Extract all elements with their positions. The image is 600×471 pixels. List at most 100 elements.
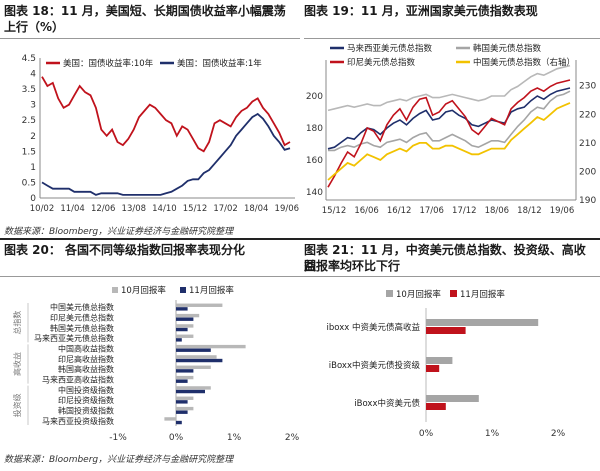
group-label: 投资级 <box>12 393 22 417</box>
bar <box>426 357 453 364</box>
bar <box>426 403 446 410</box>
category-label: 印尼美元债总指数 <box>50 313 114 323</box>
chart21-title-line1: 图表 21：11 月，中资美元债总指数、投资级、高收益 <box>304 243 586 273</box>
series-line-2 <box>328 90 571 152</box>
chart21-title-line2: 回报率均环比下行 <box>304 259 401 273</box>
category-label: 中国高收益指数 <box>58 344 114 354</box>
bar <box>176 334 194 338</box>
category-label: iboxx 中资美元债高收益 <box>327 322 421 333</box>
bar <box>426 327 466 334</box>
x-tick-label: 0% <box>169 433 184 443</box>
y-tick-label: 0 <box>30 194 36 204</box>
series-line-5 <box>327 64 571 112</box>
bar <box>176 307 188 311</box>
bar <box>176 420 182 425</box>
y-tick-label: 3 <box>30 101 36 111</box>
series-line-3 <box>327 79 571 188</box>
series-line-4 <box>327 102 571 181</box>
bar <box>176 348 211 352</box>
category-label: 马来西亚高收益指数 <box>42 375 114 385</box>
bar <box>176 410 188 414</box>
category-label: 印尼高收益指数 <box>58 354 114 364</box>
category-label: 中国美元债总指数 <box>50 302 114 312</box>
y-left-tick-label: 160 <box>306 156 323 166</box>
legend-label: 美国：国债收益率:1年 <box>177 58 262 69</box>
y-right-tick-label: 220 <box>579 110 596 120</box>
legend-swatch <box>180 287 186 293</box>
category-label: 韩国高收益指数 <box>58 364 114 374</box>
x-tick-label: 17/06 <box>419 206 444 216</box>
bar <box>176 406 194 411</box>
category-label: 韩国美元债总指数 <box>50 323 114 333</box>
x-tick-label: 2% <box>285 433 300 443</box>
divider <box>0 276 600 277</box>
legend-label: 美国：国债收益率:10年 <box>63 58 154 69</box>
x-tick-label: 15/12 <box>322 206 347 216</box>
y-right-tick-label: 210 <box>579 139 596 149</box>
x-tick-label: -1% <box>109 433 127 443</box>
x-tick-label: 18/06 <box>485 206 510 216</box>
y-tick-label: 1.5 <box>22 147 36 157</box>
legend-swatch <box>386 290 393 297</box>
category-label: 韩国投资级指数 <box>58 406 114 416</box>
legend-label: 中国美元债总指数（右轴） <box>473 57 575 68</box>
x-tick-label: 13/08 <box>122 204 147 214</box>
bar <box>164 417 176 421</box>
chart21-china-usd-bond-returns: 10月回报率 11月回报率 iboxx 中资美元债高收益 iBoxx中资美元债投资级 i… <box>327 289 566 439</box>
bar <box>426 365 440 372</box>
x-tick-label: 16/12 <box>387 206 412 216</box>
y-tick-label: 0.5 <box>22 178 36 188</box>
chart19-asia-usd-bond-indices: 140 160 180 200 190 200 210 220 230 15/12 16/06 16/… <box>306 43 597 216</box>
category-label: 中国投资级指数 <box>58 385 114 395</box>
source-note-bottom: 数据来源：Bloomberg，兴业证券经济与金融研究院整理 <box>4 455 234 465</box>
x-tick-label: 2% <box>551 429 566 439</box>
group-label: 总指数 <box>12 311 22 335</box>
x-tick-label: 11/04 <box>60 204 85 214</box>
x-tick-label: 10/02 <box>30 204 55 214</box>
category-label: 印尼投资级指数 <box>58 395 114 405</box>
legend-label: 韩国美元债总指数 <box>473 43 542 54</box>
y-left-tick-label: 200 <box>306 92 323 102</box>
y-tick-label: 4 <box>30 70 36 80</box>
y-right-tick-label: 230 <box>579 82 596 92</box>
x-tick-label: 18/04 <box>244 204 269 214</box>
legend-label: 10月回报率 <box>396 289 441 300</box>
bar <box>176 358 223 363</box>
x-tick-label: 19/06 <box>550 206 575 216</box>
group-label: 高收益 <box>12 352 22 376</box>
y-tick-label: 4.5 <box>22 54 36 64</box>
y-tick-label: 2.5 <box>22 116 36 126</box>
legend-swatch <box>112 287 118 293</box>
x-tick-label: 14/10 <box>152 204 177 214</box>
bar <box>176 389 205 394</box>
bar <box>176 386 211 390</box>
bar <box>176 365 211 369</box>
divider <box>0 38 300 39</box>
chart19-title: 图表 19：11 月，亚洲国家美元债指数表现 <box>304 4 538 18</box>
bar <box>176 369 194 373</box>
legend-label: 11月回报率 <box>460 289 505 300</box>
x-tick-label: 19/06 <box>275 204 300 214</box>
bar <box>176 303 223 307</box>
bar <box>176 327 188 332</box>
x-tick-label: 15/12 <box>183 204 208 214</box>
divider <box>304 38 600 39</box>
bar <box>176 344 246 349</box>
bar <box>176 379 188 383</box>
series-line-1 <box>327 87 571 150</box>
x-tick-label: 12/06 <box>91 204 116 214</box>
bar <box>176 313 200 318</box>
x-tick-label: 16/06 <box>354 206 379 216</box>
bar <box>176 338 182 342</box>
x-tick-label: 18/12 <box>517 206 542 216</box>
x-tick-label: 0% <box>419 429 434 439</box>
category-label: iBoxx中资美元债投资级 <box>329 360 421 371</box>
x-tick-label: 17/12 <box>452 206 477 216</box>
bar <box>176 375 194 380</box>
bar <box>176 400 188 404</box>
y-right-tick-label: 190 <box>579 196 596 206</box>
series-line-1 <box>41 76 291 153</box>
x-tick-label: 1% <box>485 429 500 439</box>
bar <box>176 355 217 359</box>
